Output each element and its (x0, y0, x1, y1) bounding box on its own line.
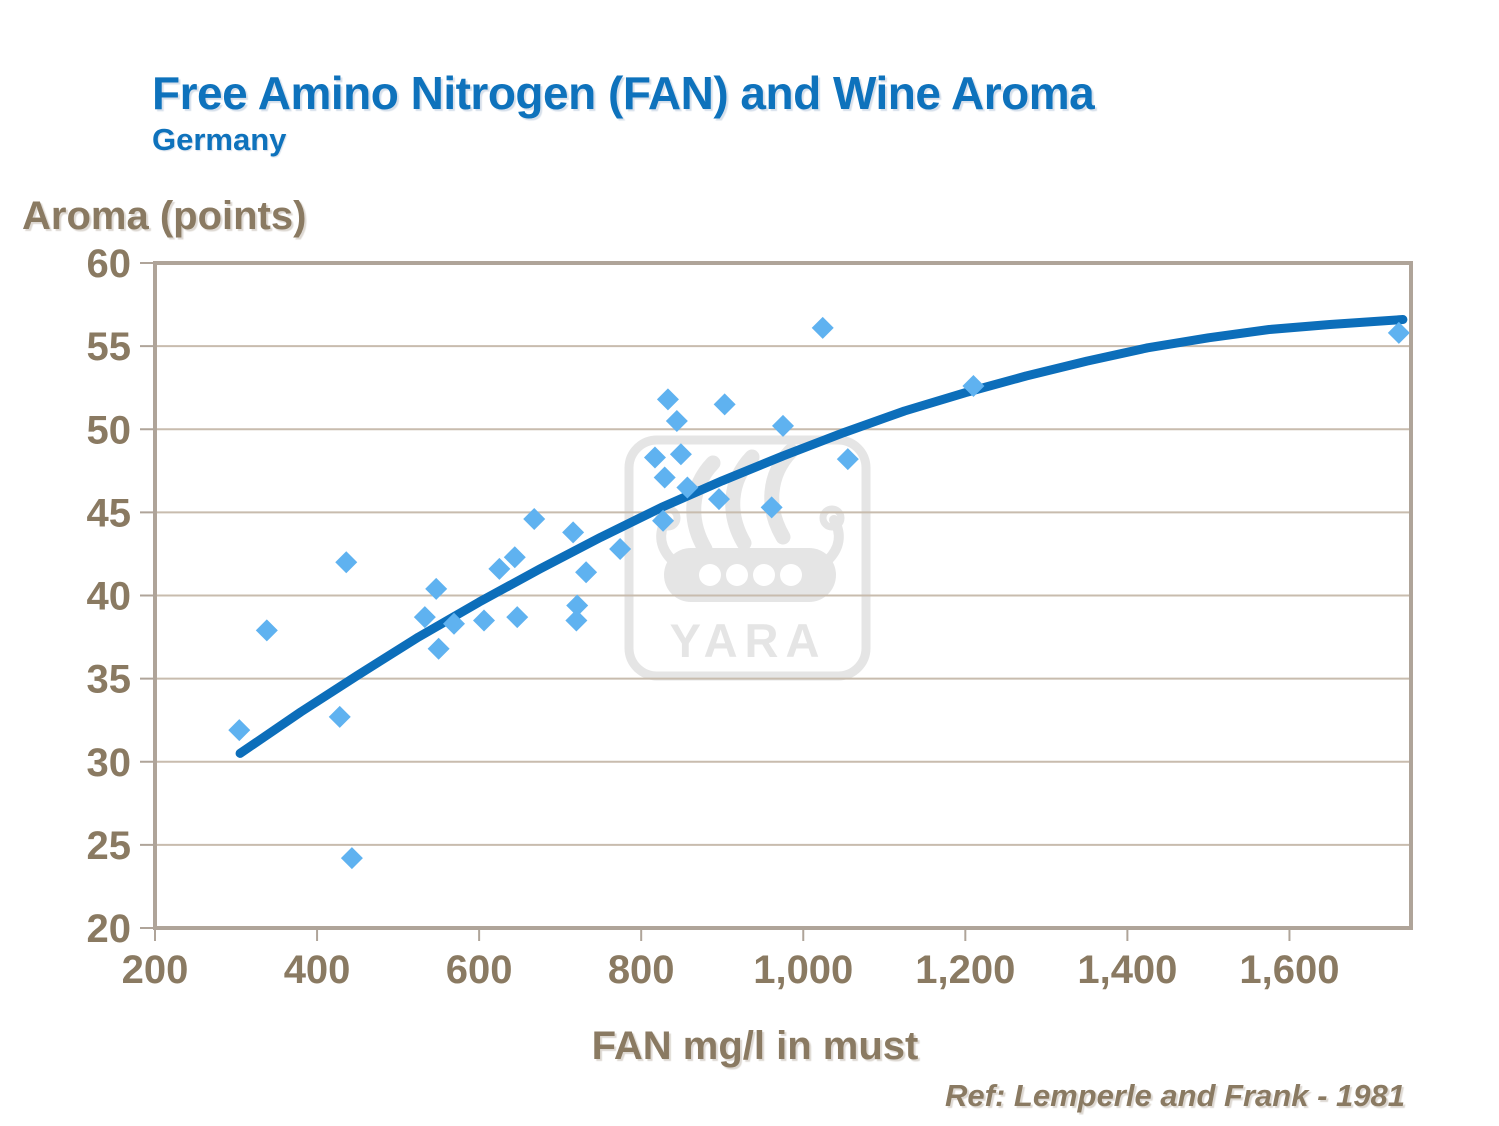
watermark-frame (624, 435, 871, 681)
x-tick-label: 1,400 (1077, 948, 1177, 992)
scatter-point (707, 488, 730, 511)
x-tick-label: 200 (122, 948, 189, 992)
scatter-point (562, 521, 585, 544)
scatter-point (575, 561, 598, 584)
scatter-point (669, 443, 692, 466)
scatter-point (653, 466, 676, 489)
scatter-point (413, 606, 436, 629)
scatter-point (676, 476, 699, 499)
scatter-point (565, 609, 588, 632)
scatter-point (652, 509, 675, 532)
scatter-point (523, 508, 546, 531)
scatter-point (609, 537, 632, 560)
trend-line-group (235, 315, 1408, 758)
y-tick-label: 30 (87, 741, 132, 785)
axis-ticks (140, 262, 1291, 941)
y-tick-label: 40 (87, 575, 132, 619)
ship-hull-icon (655, 505, 845, 602)
x-tick-labels: 200 400 600 800 1,000 1,200 1,400 1,600 (122, 948, 1340, 992)
x-tick-label: 400 (284, 948, 351, 992)
scatter-point (656, 388, 679, 411)
y-tick-label: 35 (87, 658, 132, 702)
scatter-point (488, 557, 511, 580)
y-tick-labels: 20 25 30 35 40 45 50 55 60 (87, 242, 132, 951)
chart-title: Free Amino Nitrogen (FAN) and Wine Aroma (152, 67, 1095, 119)
x-tick-label: 1,000 (753, 948, 853, 992)
scatter-point (665, 409, 688, 432)
y-tick-label: 55 (87, 325, 132, 369)
scatter-point (335, 551, 358, 574)
data-points (228, 316, 1410, 870)
y-axis-title: Aroma (points) (22, 194, 307, 238)
y-tick-label: 25 (87, 824, 132, 868)
x-axis-title: FAN mg/l in must (591, 1024, 919, 1068)
reference-text: Ref: Lemperle and Frank - 1981 (945, 1078, 1405, 1113)
yara-watermark: YARA (624, 435, 871, 681)
scatter-point (760, 496, 783, 519)
scatter-point (566, 594, 589, 617)
scatter-point (772, 414, 794, 437)
scatter-point (255, 619, 278, 642)
trend-line (235, 315, 1408, 758)
scatter-point (1387, 321, 1410, 344)
scatter-point (425, 577, 448, 600)
scatter-point (811, 316, 834, 339)
scatter-point (427, 637, 450, 660)
scatter-point (643, 446, 666, 469)
x-tick-label: 1,600 (1239, 948, 1339, 992)
scatter-point (713, 393, 736, 416)
scatter-point (443, 612, 466, 635)
y-tick-label: 50 (87, 408, 132, 452)
chart-subtitle: Germany (152, 122, 287, 157)
y-tick-label: 20 (87, 907, 132, 951)
x-tick-label: 800 (608, 948, 675, 992)
watermark-text: YARA (670, 614, 827, 667)
scatter-point (340, 847, 363, 870)
scatter-point (962, 375, 985, 398)
x-tick-label: 1,200 (915, 948, 1015, 992)
y-tick-label: 45 (87, 491, 132, 535)
scatter-point (328, 705, 351, 728)
scatter-point (506, 606, 529, 629)
ship-sails-icon (686, 443, 799, 557)
scatter-point (228, 719, 251, 742)
x-tick-label: 600 (446, 948, 513, 992)
scatter-point (472, 609, 495, 632)
scatter-point (503, 546, 526, 569)
scatter-point (836, 448, 859, 471)
y-tick-label: 60 (87, 242, 132, 286)
